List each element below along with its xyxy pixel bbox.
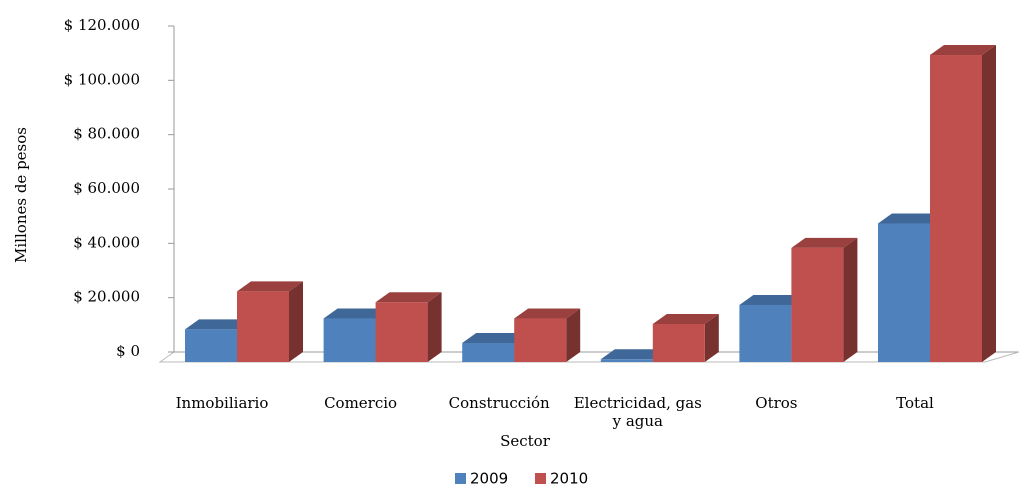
bar-top xyxy=(514,308,581,319)
bar xyxy=(739,304,792,362)
bar xyxy=(878,223,930,362)
bar xyxy=(791,247,844,362)
y-tick-label: $ 60.000 xyxy=(73,179,140,197)
floor xyxy=(158,351,1020,363)
y-tick-label: $ 20.000 xyxy=(73,288,140,306)
bar-top xyxy=(185,319,251,330)
legend-label: 2010 xyxy=(550,470,588,488)
bar-top xyxy=(878,213,944,224)
y-tick-label: $ 120.000 xyxy=(64,16,140,34)
y-tick-label: $ 100.000 xyxy=(64,70,140,88)
bar xyxy=(185,329,237,362)
legend-label: 2009 xyxy=(470,470,508,488)
x-tick-label: Construcción xyxy=(448,394,550,412)
bar-top xyxy=(237,281,303,292)
x-tick-label: Total xyxy=(896,394,934,412)
bar xyxy=(462,342,515,362)
bar-side xyxy=(427,292,442,362)
bar-top xyxy=(600,349,667,360)
y-tick-label: $ 80.000 xyxy=(73,125,140,143)
x-tick-label: Otros xyxy=(755,394,798,412)
bar xyxy=(237,291,289,362)
bar-side xyxy=(704,313,719,362)
bar-top xyxy=(462,332,529,343)
x-tick-label: Electricidad, gas y agua xyxy=(573,394,702,430)
bar-side xyxy=(982,45,996,363)
bar xyxy=(600,359,653,362)
bar xyxy=(514,318,567,362)
bar-top xyxy=(739,294,806,305)
legend-swatch xyxy=(535,473,546,484)
bar-side xyxy=(843,237,858,362)
bar xyxy=(930,55,982,363)
y-tick-label: $ 40.000 xyxy=(73,233,140,251)
bar xyxy=(375,302,428,362)
bar xyxy=(652,323,705,362)
bar-top xyxy=(375,292,442,303)
bar-top xyxy=(791,237,858,248)
legend-swatch xyxy=(455,473,466,484)
x-axis-label: Sector xyxy=(500,432,551,450)
bar-top xyxy=(930,45,996,56)
bar-top xyxy=(323,308,390,319)
x-tick-label: Comercio xyxy=(324,394,398,412)
bar xyxy=(323,318,376,362)
bar-side xyxy=(566,308,581,362)
y-tick-label: $ 0 xyxy=(116,342,140,360)
bar-side xyxy=(289,281,303,362)
y-axis-label: Millones de pesos xyxy=(12,127,30,263)
x-tick-label: Inmobiliario xyxy=(175,394,269,412)
bar-top xyxy=(652,313,719,324)
